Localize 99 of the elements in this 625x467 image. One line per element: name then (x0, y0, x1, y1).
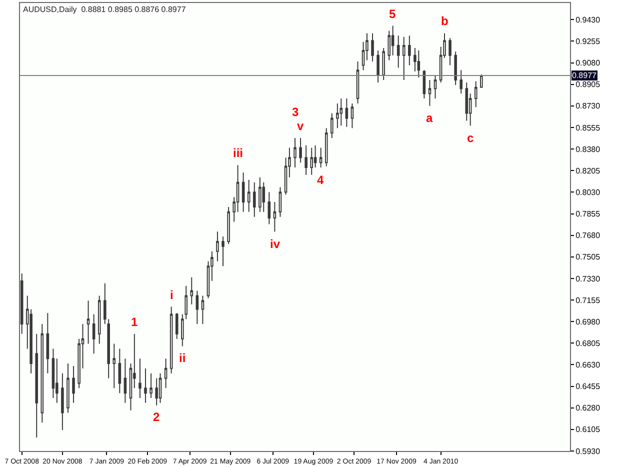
candlestick (350, 102, 354, 129)
candlestick (294, 137, 296, 168)
candlestick (278, 186, 282, 218)
annotation: 3 (292, 105, 299, 119)
candlestick (299, 137, 302, 164)
candlestick (428, 80, 432, 106)
candlestick (35, 333, 38, 438)
chart-title: AUDUSD,Daily 0.8881 0.8985 0.8876 0.8977 (23, 4, 186, 14)
candlestick (340, 98, 343, 126)
candlestick (434, 74, 437, 100)
candlestick (345, 98, 348, 128)
candlestick (319, 147, 322, 168)
y-tick-label: 0.7855 (576, 210, 601, 219)
candlestick (227, 206, 230, 244)
candlestick (480, 74, 483, 88)
y-tick-label: 0.6630 (576, 360, 601, 370)
y-tick-label: 0.8030 (576, 188, 601, 197)
y-tick-label: 0.6980 (576, 317, 601, 326)
candlestick (150, 372, 152, 398)
annotation: 2 (153, 410, 160, 424)
y-tick-label: 0.8730 (576, 102, 601, 111)
candlestick (118, 348, 122, 394)
candlestick (310, 147, 314, 176)
candlestick (138, 358, 142, 398)
candlestick (304, 144, 308, 176)
candlestick (336, 102, 339, 129)
candlestick (460, 70, 463, 94)
candlestick (448, 38, 452, 66)
candlestick (330, 112, 334, 138)
ref-line-label: 0.8977 (572, 71, 598, 80)
annotation: 4 (317, 173, 324, 187)
candlestick (196, 290, 199, 325)
candlestick (40, 324, 44, 424)
y-tick-label: 0.8380 (576, 144, 601, 154)
candlestick (98, 295, 101, 344)
candlestick (61, 372, 64, 431)
annotation: i (170, 288, 174, 302)
y-tick-label: 0.8905 (576, 80, 601, 90)
annotation: 1 (131, 315, 138, 329)
candlestick (20, 273, 24, 334)
y-tick-label: 0.7155 (576, 296, 601, 305)
y-tick-label: 0.7680 (576, 231, 601, 240)
annotation: v (297, 119, 304, 133)
candlestick (112, 343, 116, 389)
annotation: 5 (389, 7, 396, 21)
y-tick-label: 0.6455 (576, 382, 601, 392)
y-tick-label: 0.8555 (576, 123, 601, 132)
candlestick (86, 300, 90, 344)
candlestick (158, 372, 162, 404)
y-tick-label: 0.5930 (576, 446, 601, 456)
candlestick (382, 47, 385, 81)
candlestick (402, 36, 406, 81)
candlestick (124, 358, 127, 404)
candlestick (268, 192, 271, 225)
candlestick (46, 312, 50, 374)
candlestick (170, 306, 173, 374)
y-tick-label: 0.8205 (576, 166, 601, 176)
annotation: b (441, 14, 448, 28)
candlestick (66, 363, 70, 414)
candlestick (252, 182, 256, 218)
annotation: a (426, 111, 433, 125)
candlestick (324, 128, 328, 167)
candlestick (417, 50, 420, 78)
candlestick (408, 35, 411, 66)
candlestick (175, 312, 178, 340)
y-tick-label: 0.9430 (576, 15, 601, 24)
y-tick-label: 0.7505 (576, 252, 601, 262)
candlestick (155, 378, 158, 406)
candlestick (92, 314, 96, 354)
candlestick (273, 202, 276, 232)
candlestick (454, 51, 457, 86)
candlestick (247, 179, 250, 212)
candlestick (388, 30, 391, 61)
candlestick (396, 35, 400, 68)
candlestick (144, 368, 147, 404)
y-tick-label: 0.6805 (576, 338, 601, 348)
candlestick (376, 50, 380, 83)
y-tick-label: 0.7330 (576, 274, 601, 284)
candlestick (262, 182, 266, 212)
annotation: iii (233, 146, 244, 160)
annotation: ii (179, 351, 186, 365)
candlestick (222, 236, 224, 267)
y-tick-label: 0.9080 (576, 58, 601, 68)
y-tick-label: 0.6105 (576, 425, 601, 434)
annotation: iv (270, 237, 280, 251)
candlestick (258, 176, 262, 212)
candlestick (190, 276, 194, 305)
y-tick-label: 0.9255 (576, 37, 601, 46)
candlestick (216, 231, 219, 262)
y-tick-label: 0.6280 (576, 404, 601, 413)
candlestick (465, 82, 468, 122)
candlestick (201, 295, 204, 325)
candlestick (164, 358, 168, 389)
candlestick (356, 61, 360, 104)
candlestick (474, 80, 478, 108)
candlestick (72, 365, 75, 404)
candlestick (242, 172, 245, 212)
candlestick (371, 32, 374, 62)
annotation: c (467, 131, 474, 145)
